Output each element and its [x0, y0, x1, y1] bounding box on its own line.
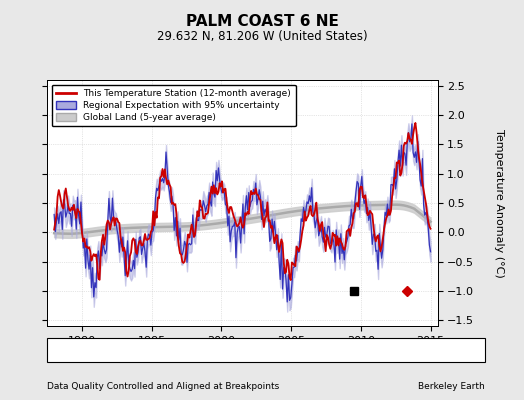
- Text: Empirical Break: Empirical Break: [389, 346, 460, 354]
- Text: ▲: ▲: [156, 345, 163, 355]
- Text: ■: ■: [377, 345, 386, 355]
- Text: ◆: ◆: [51, 345, 59, 355]
- Y-axis label: Temperature Anomaly (°C): Temperature Anomaly (°C): [494, 129, 504, 277]
- Text: Record Gap: Record Gap: [167, 346, 219, 354]
- Legend: This Temperature Station (12-month average), Regional Expectation with 95% uncer: This Temperature Station (12-month avera…: [52, 84, 296, 126]
- Text: PALM COAST 6 NE: PALM COAST 6 NE: [185, 14, 339, 29]
- Text: ▼: ▼: [261, 345, 269, 355]
- Text: 29.632 N, 81.206 W (United States): 29.632 N, 81.206 W (United States): [157, 30, 367, 43]
- Text: Berkeley Earth: Berkeley Earth: [418, 382, 485, 391]
- Text: Station Move: Station Move: [63, 346, 123, 354]
- Text: Time of Obs. Change: Time of Obs. Change: [272, 346, 367, 354]
- Text: Data Quality Controlled and Aligned at Breakpoints: Data Quality Controlled and Aligned at B…: [47, 382, 279, 391]
